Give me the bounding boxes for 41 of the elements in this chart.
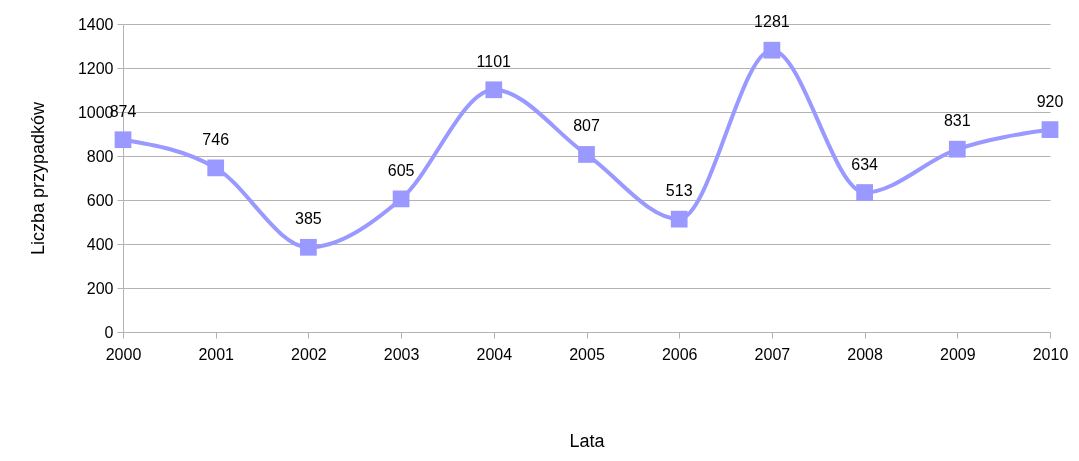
x-tick-label: 2001	[198, 345, 235, 363]
y-tick-label: 1400	[77, 15, 114, 33]
data-label: 1281	[754, 13, 790, 31]
x-tick-label: 2004	[476, 345, 513, 363]
data-label: 385	[295, 210, 322, 228]
x-tick-label: 2006	[661, 345, 698, 363]
y-tick-label: 200	[86, 279, 114, 297]
x-axis-title: Lata	[569, 430, 606, 451]
y-tick-label: 1200	[77, 59, 114, 77]
data-label: 746	[202, 130, 230, 148]
x-tick-label: 2000	[105, 345, 142, 363]
point	[1041, 121, 1059, 138]
point	[207, 159, 225, 177]
x-tick-label: 2008	[847, 345, 883, 363]
point	[856, 184, 873, 201]
x-tick-label: 2002	[291, 345, 327, 363]
x-tick-label: 2005	[569, 345, 605, 363]
point	[763, 41, 781, 59]
data-label: 807	[573, 117, 600, 135]
y-tick-label: 400	[86, 235, 114, 253]
data-label: 920	[1036, 92, 1064, 110]
data-label: 634	[851, 155, 879, 173]
point	[392, 190, 410, 208]
y-axis-title: Liczba przypadków	[27, 100, 48, 256]
y-tick-label: 600	[86, 191, 114, 209]
point	[114, 131, 132, 149]
data-label: 605	[387, 161, 415, 179]
data-label: 1101	[476, 52, 512, 70]
y-tick-label: 800	[86, 147, 114, 165]
point	[300, 238, 317, 256]
data-label: 831	[943, 112, 971, 130]
data-label: 513	[665, 182, 693, 200]
x-tick-label: 2009	[940, 345, 976, 363]
point	[485, 81, 503, 99]
x-tick-label: 2010	[1032, 345, 1069, 363]
point	[670, 210, 688, 228]
x-tick-label: 2003	[383, 345, 420, 363]
point	[578, 146, 595, 163]
y-tick-label: 0	[104, 323, 114, 341]
point	[948, 140, 966, 158]
x-tick-label: 2007	[754, 345, 791, 363]
